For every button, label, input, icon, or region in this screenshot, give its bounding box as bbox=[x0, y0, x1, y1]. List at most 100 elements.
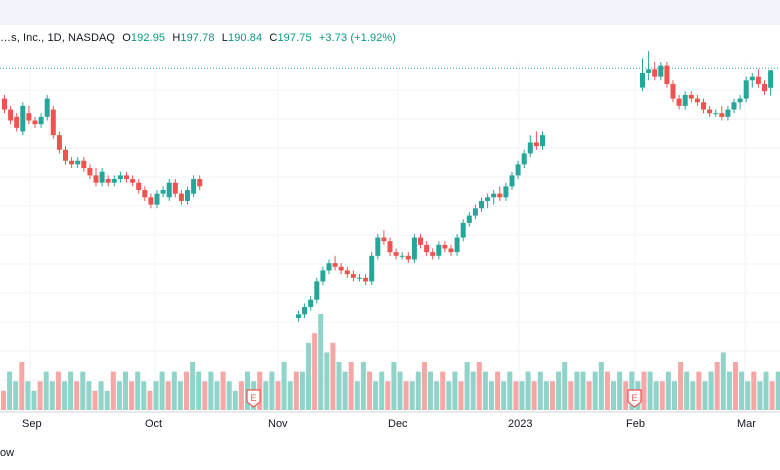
volume-bar bbox=[373, 381, 379, 410]
legend-close-label: C bbox=[269, 32, 278, 44]
volume-bar bbox=[470, 371, 476, 410]
volume-bar bbox=[123, 371, 128, 410]
candle-body bbox=[44, 98, 50, 117]
volume-bar bbox=[452, 371, 458, 410]
candle-body bbox=[105, 179, 111, 183]
candle-body bbox=[472, 208, 478, 216]
volume-bar bbox=[525, 371, 531, 410]
volume-bar bbox=[68, 371, 74, 410]
volume-bar bbox=[733, 362, 738, 410]
volume-bar bbox=[690, 381, 696, 410]
volume-bar bbox=[647, 371, 653, 410]
volume-bar bbox=[531, 381, 537, 410]
candle-body bbox=[93, 175, 99, 183]
x-tick-sep: Sep bbox=[22, 418, 42, 430]
volume-bar bbox=[495, 371, 501, 410]
volume-bar bbox=[92, 390, 98, 410]
volume-bar bbox=[55, 371, 61, 410]
candle-body bbox=[658, 65, 664, 77]
volume-bar bbox=[617, 371, 623, 410]
candle-body bbox=[743, 80, 749, 99]
candle-body bbox=[191, 179, 197, 194]
volume-bar bbox=[397, 371, 403, 410]
candle-body bbox=[479, 200, 484, 209]
volume-bar bbox=[562, 362, 568, 410]
candle-body bbox=[350, 274, 356, 278]
volume-bar bbox=[513, 381, 519, 410]
candle-body bbox=[405, 255, 411, 260]
volume-bar bbox=[312, 333, 318, 410]
candle-body bbox=[130, 179, 136, 183]
candle-body bbox=[652, 69, 658, 77]
candle-body bbox=[737, 98, 743, 103]
volume-bar bbox=[116, 381, 122, 410]
candle-body bbox=[81, 160, 87, 169]
legend-symbol[interactable]: …s, Inc., 1D, NASDAQ bbox=[0, 32, 116, 44]
candle-body bbox=[749, 76, 755, 81]
candle-body bbox=[430, 252, 436, 256]
volume-bar bbox=[330, 342, 336, 410]
candle-body bbox=[731, 102, 737, 110]
candle-body bbox=[63, 149, 68, 161]
candle-body bbox=[646, 69, 652, 73]
candle-body bbox=[725, 109, 731, 117]
volume-bar bbox=[25, 381, 31, 410]
legend-high: 197.78 bbox=[180, 32, 215, 44]
candle-body bbox=[166, 182, 172, 198]
volume-bar bbox=[7, 371, 13, 410]
candle-body bbox=[38, 116, 44, 125]
volume-bar bbox=[641, 371, 647, 410]
volume-bar bbox=[464, 362, 470, 410]
candle-body bbox=[56, 135, 62, 150]
candle-body bbox=[148, 197, 154, 205]
candle-body bbox=[8, 109, 14, 121]
volume-bar bbox=[49, 381, 55, 410]
candle-body bbox=[755, 76, 761, 84]
volume-bar bbox=[37, 381, 43, 410]
volume-bar bbox=[318, 314, 324, 410]
volume-bar bbox=[550, 381, 555, 410]
candle-body bbox=[172, 182, 178, 194]
volume-bar bbox=[708, 371, 714, 410]
volume-bar bbox=[184, 371, 189, 410]
legend-open-label: O bbox=[122, 32, 131, 44]
x-tick-feb: Feb bbox=[626, 418, 645, 430]
volume-bar bbox=[684, 371, 690, 410]
volume-bar bbox=[696, 371, 702, 410]
volume-bar bbox=[598, 362, 604, 410]
volume-bar bbox=[62, 381, 67, 410]
earnings-marker-label: E bbox=[631, 393, 637, 403]
candle-body bbox=[69, 160, 75, 165]
volume-bar bbox=[574, 371, 580, 410]
candle-body bbox=[399, 255, 405, 257]
candle-body bbox=[2, 98, 7, 110]
x-tick-mar: Mar bbox=[737, 418, 756, 430]
candle-body bbox=[375, 237, 381, 256]
volume-bar bbox=[299, 371, 305, 410]
candle-body bbox=[381, 237, 387, 242]
volume-bar bbox=[519, 381, 525, 410]
volume-bar bbox=[13, 381, 19, 410]
candle-body bbox=[640, 72, 645, 88]
volume-bar bbox=[434, 381, 440, 410]
volume-bar bbox=[19, 362, 25, 410]
candle-body bbox=[185, 190, 190, 201]
volume-bar bbox=[665, 371, 671, 410]
volume-bar bbox=[202, 381, 208, 410]
bottom-text: ow bbox=[0, 447, 15, 459]
candle-body bbox=[160, 190, 166, 194]
volume-bar bbox=[543, 381, 549, 410]
volume-bar bbox=[672, 381, 677, 410]
candle-body bbox=[387, 241, 393, 253]
volume-bar bbox=[367, 371, 372, 410]
volume-bar bbox=[653, 381, 659, 410]
candle-body bbox=[326, 263, 332, 271]
chart-legend: …s, Inc., 1D, NASDAQ O192.95 H197.78 L19… bbox=[0, 32, 396, 48]
candle-body bbox=[540, 135, 545, 147]
volume-bar bbox=[220, 371, 226, 410]
volume-bar bbox=[391, 362, 397, 410]
volume-bar bbox=[208, 371, 214, 410]
volume-bar bbox=[147, 390, 153, 410]
volume-bar bbox=[501, 381, 507, 410]
